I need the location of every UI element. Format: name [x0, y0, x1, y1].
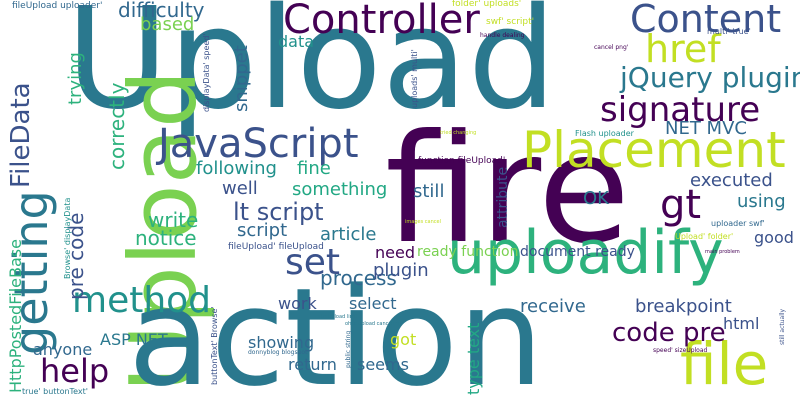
word-fine: fine — [297, 158, 331, 179]
word-javascript: JavaScript — [158, 121, 359, 167]
word-small-6: cancel png' — [594, 44, 629, 51]
word-something: something — [292, 179, 388, 200]
word-small-16: true' buttonText' — [22, 387, 88, 396]
word-small-2: folder' uploads' — [452, 0, 522, 9]
word-well: well — [222, 178, 258, 199]
word-work: work — [278, 294, 317, 313]
word-small-17: donnyblog blogspot — [248, 349, 308, 356]
word-need: need — [375, 243, 415, 262]
word-small-12: Upload' folder' — [675, 232, 734, 241]
word-still: still — [413, 181, 445, 202]
word-small-13: fileUpload' fileUpload — [228, 242, 324, 252]
word-snippet: snippet — [231, 45, 252, 112]
word-following: following — [196, 158, 277, 179]
word-select: select — [349, 294, 397, 313]
word-jquery-plugin: jQuery plugin — [620, 61, 800, 94]
word-small-22: tried changing — [440, 130, 477, 136]
word-upload: Upload — [66, 0, 557, 141]
word-help: help — [40, 352, 110, 390]
word-notice: notice — [135, 226, 197, 250]
word-breakpoint: breakpoint — [635, 296, 732, 317]
word-correctly: correctly — [105, 82, 129, 170]
word-script: script — [237, 220, 288, 241]
word-small-25: ohbbUpload cancelImg — [345, 321, 403, 327]
word-small-10: Flash uploader — [575, 129, 634, 138]
word-href: href — [645, 27, 721, 71]
word-asp-net: ASP NET — [100, 330, 168, 349]
word-lt-script: lt script — [233, 198, 324, 226]
word-document-ready: document ready — [520, 244, 635, 260]
word-good: good — [754, 228, 794, 247]
word-filedata: FileData — [6, 82, 36, 188]
word-difficulty: difficulty — [118, 0, 205, 22]
word-html: html — [723, 314, 760, 333]
word-ready-function: ready function — [417, 244, 519, 260]
word-small-23: images cancel — [405, 219, 441, 225]
word-small-5: multi' true' — [707, 27, 751, 36]
word-anyone: anyone — [33, 340, 93, 359]
word-gt: gt — [660, 182, 702, 228]
word-net-mvc: NET MVC — [665, 118, 747, 139]
word-process: process — [320, 266, 397, 290]
word-set: set — [285, 242, 341, 283]
word-small-3: swf' script' — [486, 17, 535, 27]
word-got: got — [390, 330, 417, 349]
word-uploadify: uploadify — [447, 218, 724, 288]
word-write: write — [148, 208, 199, 232]
word-httppostedfilebase: HttpPostedFileBase — [6, 239, 25, 393]
word-return: return — [288, 355, 337, 374]
word-small-11: uploader swf' — [711, 219, 765, 228]
word-controller: Controller — [283, 0, 480, 43]
word-code-pre: code pre — [612, 318, 726, 348]
word-small-15: buttonText' Browse' — [210, 306, 219, 385]
word-small-19: speed' sizeUpload — [653, 347, 708, 354]
word-content: Content — [630, 0, 782, 41]
word-trying: trying — [65, 52, 86, 105]
word-using: using — [737, 191, 786, 212]
word-small-1: fileUpload uploader' — [12, 1, 103, 11]
word-signature: signature — [600, 90, 761, 130]
word-plugin: plugin — [373, 260, 429, 281]
word-executed: executed — [690, 170, 773, 191]
word-based: based — [140, 14, 195, 35]
word-small-9: function fileUpload' — [418, 156, 506, 166]
word-action: action — [128, 259, 544, 400]
word-small-20: still actually — [779, 308, 786, 345]
word-receive: receive — [520, 296, 586, 317]
word-article: article — [320, 224, 377, 245]
word-seems: seems — [357, 355, 409, 374]
word-small-14: Browse' displayData — [63, 197, 72, 279]
word-small-7: displayData' speed' — [202, 33, 211, 112]
word-small-4: handle dealing — [480, 32, 525, 39]
word-method: method — [72, 280, 212, 321]
word-placement: Placement — [522, 121, 786, 179]
word-attribute: attribute — [495, 166, 511, 228]
word-small-8: uploads' multi' — [410, 49, 419, 108]
word-fire: fire — [385, 103, 631, 277]
word-data: data — [278, 32, 315, 51]
word-type-text: type text — [464, 322, 483, 395]
word-small-18: public string — [345, 330, 352, 368]
word-file: file — [680, 330, 769, 398]
word-small-21: main problem — [705, 249, 740, 255]
word-ok: OK — [583, 188, 609, 209]
word-small-24: sizeUpload limit — [318, 314, 358, 320]
word-showing: showing — [248, 333, 315, 352]
